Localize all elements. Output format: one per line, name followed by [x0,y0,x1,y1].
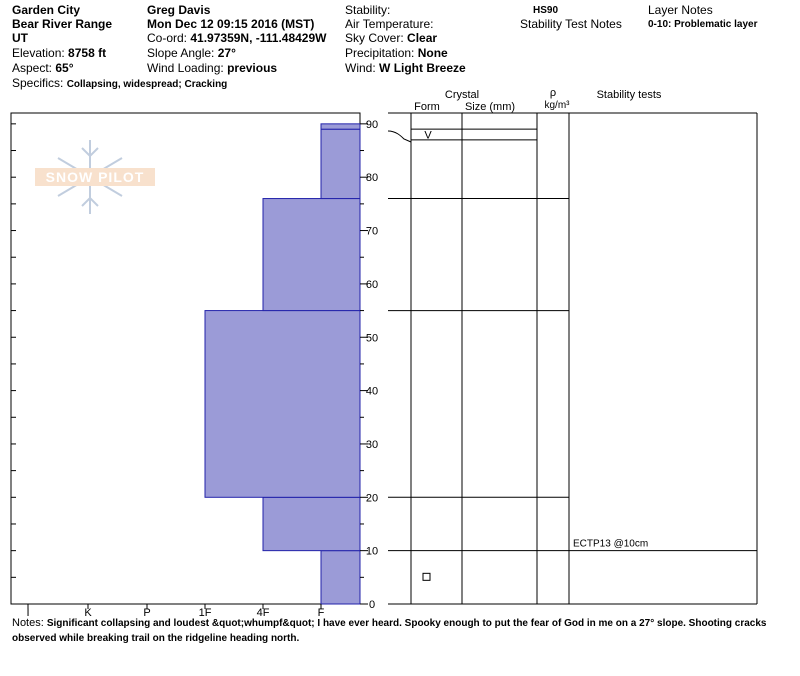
column-form: Form [414,101,440,113]
stability-test-notes-label: Stability Test Notes [520,17,622,31]
wind-loading: Wind Loading: previous [147,61,278,75]
column-rho: ρ [550,87,556,99]
y-tick-label: 90 [366,119,378,131]
notes-text: Significant collapsing and loudest &quot… [12,618,767,644]
y-tick-label: 60 [366,279,378,291]
observer: Greg Davis [147,3,211,17]
range: Bear River Range [12,17,113,31]
y-tick-label: 10 [366,546,378,558]
x-tick-label: F [318,607,325,619]
y-tick-label: 0 [369,599,375,611]
datetime: Mon Dec 12 09:15 2016 (MST) [147,17,315,31]
aspect: Aspect: 65° [12,61,74,75]
y-tick-label: 20 [366,492,378,504]
hardness-bar [262,496,361,552]
snowpilot-logo: SNOW PILOT [35,140,155,214]
layer-notes-label: Layer Notes [648,3,713,17]
y-tick-label: 50 [366,332,378,344]
notes: Notes: Significant collapsing and loudes… [12,616,798,646]
layer-notes-value: 0-10: Problematic layer [648,19,758,30]
x-tick-label: I [26,607,29,619]
snowpilot-logo-text: SNOW PILOT [46,169,145,185]
hardness-bar [320,128,361,200]
coordinates: Co-ord: 41.97359N, -111.48429W [147,31,327,45]
snow-height: HS90 [533,5,559,16]
elevation: Elevation: 8758 ft [12,46,107,60]
x-tick-label: K [84,607,92,619]
column-stability-tests: Stability tests [597,89,662,101]
y-tick-label: 70 [366,226,378,238]
precipitation: Precipitation: None [345,46,448,60]
sky-cover: Sky Cover: Clear [345,31,438,45]
y-tick-label: 30 [366,439,378,451]
x-tick-label: 4F [257,607,270,619]
column-size: Size (mm) [465,101,515,113]
specifics: Specifics: Collapsing, widespread; Crack… [12,76,228,90]
crystal-form-symbol: V [424,130,432,142]
hardness-bar [320,123,361,130]
y-tick-label: 40 [366,386,378,398]
x-tick-label: P [143,607,150,619]
air-temperature: Air Temperature: [345,17,434,31]
state: UT [12,31,28,45]
stability: Stability: [345,3,391,17]
hardness-bar [320,550,361,605]
column-density-unit: kg/m³ [545,100,571,111]
stability-test-label: ECTP13 @10cm [573,539,648,550]
column-crystal: Crystal [445,89,479,101]
layer-surface-curve [387,130,412,143]
slope-angle: Slope Angle: 27° [147,46,236,60]
crystal-form-symbol [422,572,431,581]
notes-label: Notes: [12,617,44,629]
hardness-bar [204,310,361,498]
wind: Wind: W Light Breeze [345,61,466,75]
y-tick-label: 80 [366,172,378,184]
location: Garden City [12,3,81,17]
hardness-bar [262,198,361,312]
x-tick-label: 1F [199,607,212,619]
